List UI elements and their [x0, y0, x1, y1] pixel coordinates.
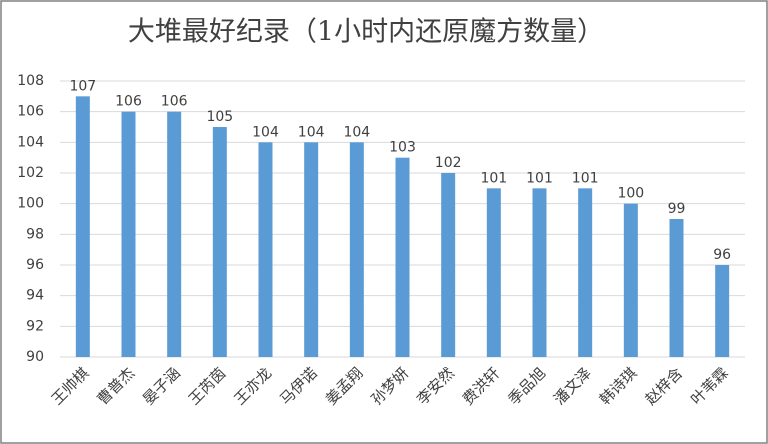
y-tick-label: 92: [26, 318, 44, 334]
y-tick-label: 106: [17, 104, 44, 120]
data-label: 107: [69, 78, 96, 94]
y-tick-label: 90: [26, 349, 44, 365]
bar: [75, 96, 90, 357]
y-tick-label: 98: [26, 226, 44, 242]
bar: [441, 173, 456, 357]
data-label: 99: [668, 201, 686, 217]
bar: [121, 111, 136, 358]
data-label: 96: [713, 247, 731, 263]
data-label: 106: [115, 94, 142, 110]
bar: [304, 142, 319, 357]
data-label: 104: [252, 124, 279, 140]
y-tick-label: 96: [26, 257, 44, 273]
y-tick-label: 100: [17, 196, 44, 212]
bar: [532, 188, 547, 357]
bar: [578, 188, 593, 357]
data-label: 104: [343, 124, 370, 140]
data-label: 104: [298, 124, 325, 140]
bar: [212, 127, 227, 357]
y-tick-label: 108: [17, 73, 44, 89]
bar: [395, 157, 410, 357]
data-label: 106: [161, 94, 188, 110]
y-tick-label: 94: [26, 288, 44, 304]
y-tick-label: 104: [17, 134, 44, 150]
data-label: 103: [389, 140, 416, 156]
data-label: 105: [206, 109, 233, 125]
data-label: 102: [435, 155, 462, 171]
data-label: 101: [480, 170, 507, 186]
data-label: 101: [572, 170, 599, 186]
bar: [715, 265, 730, 357]
bar: [258, 142, 273, 357]
bar: [623, 203, 638, 357]
data-label: 100: [617, 186, 644, 202]
bar: [669, 219, 684, 357]
y-tick-label: 102: [17, 165, 44, 181]
bar: [486, 188, 501, 357]
data-label: 101: [526, 170, 553, 186]
bar: [167, 111, 182, 358]
chart-title: 大堆最好纪录（1小时内还原魔方数量）: [128, 17, 604, 48]
bar: [349, 142, 364, 357]
